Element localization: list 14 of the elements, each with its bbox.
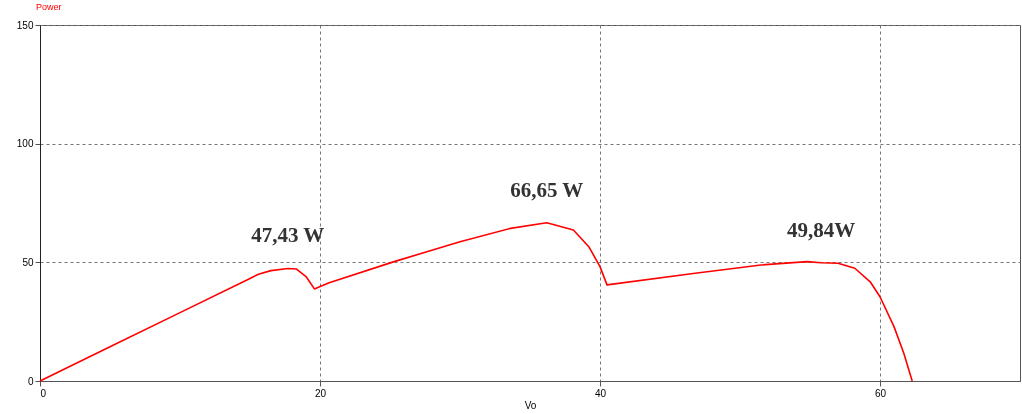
annotation: 49,84W <box>787 217 856 242</box>
y-tick-label: 100 <box>16 138 34 150</box>
x-axis-title: Vo <box>524 399 537 411</box>
y-tick-label: 0 <box>27 375 34 387</box>
x-tick-label: 20 <box>314 387 327 399</box>
x-tick-label: 40 <box>594 387 607 399</box>
x-tick-label: 0 <box>40 387 47 399</box>
x-tick-label: 60 <box>874 387 887 399</box>
annotation: 47,43 W <box>251 223 325 248</box>
chart-title: Power <box>36 2 62 12</box>
line-series <box>39 222 913 382</box>
y-tick-label: 150 <box>16 19 34 31</box>
annotation: 66,65 W <box>510 177 584 202</box>
y-tick-label: 50 <box>22 256 34 268</box>
